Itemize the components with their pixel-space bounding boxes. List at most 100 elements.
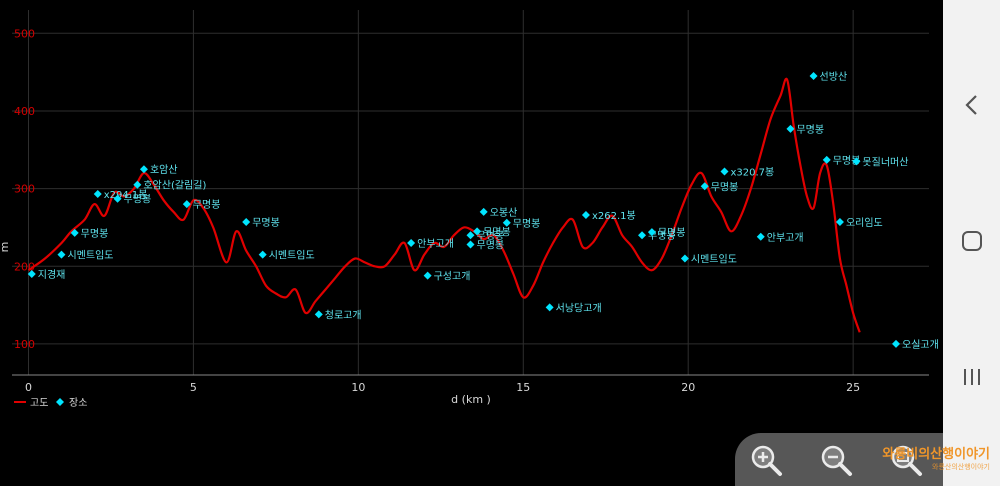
place-label: 청로고개 xyxy=(325,309,362,321)
x-tick-label: 20 xyxy=(681,381,695,394)
y-tick-label: 100 xyxy=(14,338,35,351)
place-marker[interactable]: 무명봉 xyxy=(113,194,152,206)
place-label: 서낭당고개 xyxy=(556,302,602,314)
place-marker[interactable]: 시멘트임도 xyxy=(258,249,315,262)
home-button[interactable] xyxy=(943,216,1000,266)
elevation-series xyxy=(27,77,861,333)
place-diamond-icon xyxy=(70,228,79,237)
place-label: 오봉산 xyxy=(490,207,518,219)
place-label: 무명봉 xyxy=(711,181,739,193)
place-marker[interactable]: 무명봉 xyxy=(466,240,505,252)
place-marker[interactable]: 오봉산 xyxy=(479,207,518,219)
place-diamond-icon xyxy=(638,231,647,240)
place-marker[interactable]: 못질너머산 xyxy=(852,156,908,168)
android-nav-bar xyxy=(943,0,1000,486)
zoom-out-icon xyxy=(821,445,852,476)
place-label: 오리임도 xyxy=(846,216,883,229)
place-marker[interactable]: 오실고개 xyxy=(892,339,939,351)
home-square-icon xyxy=(961,231,982,251)
place-marker[interactable]: 시멘트임도 xyxy=(57,249,113,262)
place-diamond-icon xyxy=(139,165,148,174)
place-marker[interactable]: 무명봉 xyxy=(70,228,109,240)
place-marker[interactable]: 지경재 xyxy=(27,268,66,281)
place-marker[interactable]: 무명봉 xyxy=(647,227,686,239)
place-marker[interactable]: 청로고개 xyxy=(314,309,362,321)
place-marker[interactable]: 구성고개 xyxy=(423,271,471,283)
recents-button[interactable] xyxy=(943,352,1000,402)
place-label: 무명봉 xyxy=(658,227,686,239)
place-diamond-icon xyxy=(479,207,488,216)
place-marker[interactable]: 오리임도 xyxy=(835,216,883,229)
zoom-reset-icon xyxy=(891,445,922,476)
chart-grid xyxy=(12,10,929,375)
place-marker[interactable]: x262.1봉 xyxy=(581,210,636,222)
place-marker[interactable]: 호암산 xyxy=(139,164,178,176)
place-diamond-icon xyxy=(407,238,416,247)
place-label: 무명봉 xyxy=(648,230,676,242)
place-marker[interactable]: 무명봉 xyxy=(182,199,221,211)
place-marker[interactable]: 시멘트임도 xyxy=(680,253,737,266)
place-marker[interactable]: 무명봉 xyxy=(700,181,739,193)
place-marker[interactable]: 안부고개 xyxy=(756,232,804,244)
place-diamond-icon xyxy=(242,218,251,227)
watermark: 와룡비의산행이야기 와룡산의산행이야기 xyxy=(858,447,990,472)
place-diamond-icon xyxy=(809,72,818,81)
zoom-reset-button[interactable] xyxy=(885,439,927,481)
zoom-out-button[interactable] xyxy=(815,439,857,481)
place-marker[interactable]: 무명봉 xyxy=(242,217,280,229)
place-marker[interactable]: 선방산 xyxy=(809,71,848,83)
zoom-in-icon xyxy=(751,445,782,476)
place-label: 시멘트임도 xyxy=(691,253,737,266)
place-diamond-icon xyxy=(57,250,66,259)
place-diamond-icon xyxy=(822,155,831,164)
chart-legend: 고도 장소 xyxy=(14,397,87,409)
back-button[interactable] xyxy=(943,80,1000,130)
place-marker[interactable]: 무명봉 xyxy=(786,124,824,136)
place-marker[interactable]: 무명봉 xyxy=(473,226,511,238)
x-tick-label: 25 xyxy=(846,381,860,394)
place-diamond-icon xyxy=(756,232,765,241)
place-diamond-icon xyxy=(113,194,122,203)
recents-bars-icon xyxy=(963,369,980,385)
place-diamond-icon xyxy=(133,180,142,189)
y-tick-label: 500 xyxy=(14,27,35,40)
place-diamond-icon xyxy=(27,270,36,279)
place-diamond-icon xyxy=(473,227,482,236)
place-marker[interactable]: 무명봉 xyxy=(466,230,505,242)
y-tick-label: 300 xyxy=(14,183,35,196)
place-marker[interactable]: 안부고개 xyxy=(407,238,454,250)
x-axis-label: d (km ) xyxy=(451,393,491,406)
x-tick-label: 5 xyxy=(190,381,197,394)
place-label: x262.1봉 xyxy=(592,210,636,222)
place-marker[interactable]: 무명봉 xyxy=(502,218,541,230)
place-diamond-icon xyxy=(892,339,901,348)
zoom-in-button[interactable] xyxy=(745,439,787,481)
x-tick-label: 15 xyxy=(516,381,530,394)
place-diamond-icon xyxy=(786,124,795,133)
place-label: 무명봉 xyxy=(124,194,152,206)
legend-label-place: 장소 xyxy=(69,397,87,409)
place-marker[interactable]: 무명봉 xyxy=(822,155,861,167)
place-diamond-icon xyxy=(647,228,656,237)
place-label: 선방산 xyxy=(820,71,848,83)
place-marker[interactable]: 무명봉 xyxy=(638,230,676,242)
place-label: 못질너머산 xyxy=(862,156,908,168)
place-label: 구성고개 xyxy=(434,271,471,283)
place-marker[interactable]: 서낭당고개 xyxy=(545,302,602,314)
place-label: 시멘트임도 xyxy=(269,249,315,262)
place-diamond-icon xyxy=(700,182,709,191)
place-diamond-icon xyxy=(852,157,861,166)
place-diamond-icon xyxy=(545,303,554,312)
place-label: 호암산 xyxy=(150,164,178,176)
place-label: 호암산(갈림길) xyxy=(143,179,206,192)
place-label: 무명봉 xyxy=(477,230,505,242)
place-diamond-icon xyxy=(466,231,475,240)
place-marker[interactable]: 호암산(갈림길) xyxy=(133,179,206,192)
zoom-controls xyxy=(735,433,943,486)
x-tick-label: 0 xyxy=(25,381,32,394)
place-diamond-icon xyxy=(720,167,729,176)
legend-diamond-icon xyxy=(56,398,64,406)
place-marker[interactable]: x320.7봉 xyxy=(720,167,774,179)
watermark-sub: 와룡산의산행이야기 xyxy=(932,463,990,471)
